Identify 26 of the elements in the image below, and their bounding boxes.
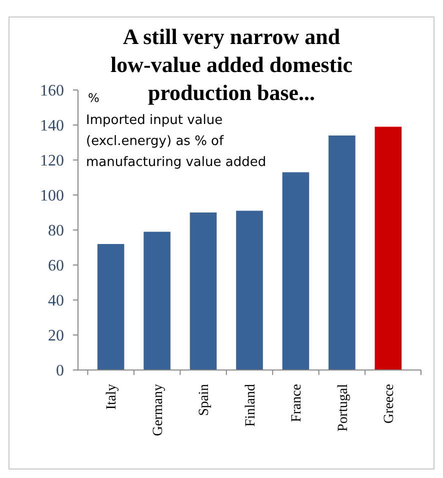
y-tick-label: 160 [40,82,64,100]
bar [282,172,310,370]
y-tick-label: 0 [56,362,64,380]
y-tick-label: 40 [48,292,64,310]
bar [144,232,170,370]
y-tick-label: 120 [40,152,64,170]
y-axis-title: % [88,91,100,105]
chart-title: A still very narrow and low-value added domestic production base... [110,24,353,105]
bar [328,136,356,370]
bar [97,244,124,370]
x-tick-label: Finland [243,384,258,427]
x-tick-label: Spain [197,384,212,416]
bar [236,210,263,370]
y-tick-label: 100 [40,188,64,205]
y-tick-label: 20 [48,328,64,345]
bar [190,212,217,370]
x-tick-label: Italy [104,384,120,410]
x-tick-label: Portugal [336,384,351,432]
bar [374,126,402,370]
x-tick-label: France [290,384,305,422]
annotation: Imported input value (excl.energy) as % of manufacturing value added [86,113,266,170]
y-tick-label: 80 [48,222,64,240]
x-tick-label: Germany [150,384,166,436]
x-tick-label: Greece [382,384,398,424]
y-tick-label: 60 [48,258,64,275]
y-tick-label: 140 [40,118,64,135]
